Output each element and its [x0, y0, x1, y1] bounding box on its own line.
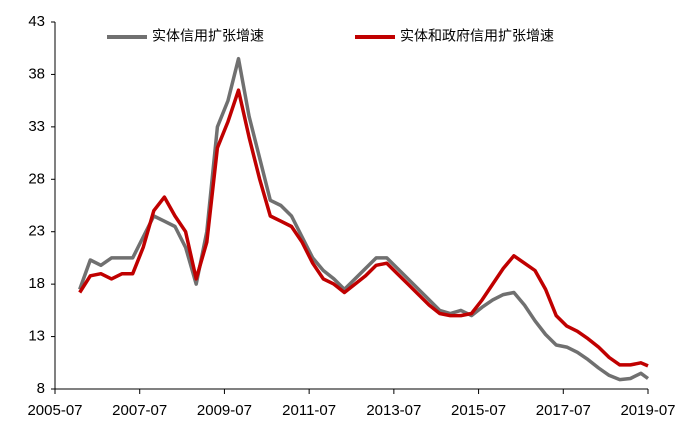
series-line: [78, 88, 649, 368]
y-tick-label: 28: [28, 170, 45, 187]
y-tick-label: 43: [28, 13, 45, 30]
x-tick-label: 2007-07: [112, 402, 167, 419]
legend-label: 实体和政府信用扩张增速: [400, 28, 554, 44]
y-tick-label: 23: [28, 223, 45, 240]
x-tick-label: 2005-07: [27, 402, 82, 419]
x-tick-label: 2017-07: [536, 402, 591, 419]
y-tick-label: 33: [28, 118, 45, 135]
legend-label: 实体信用扩张增速: [152, 28, 264, 44]
y-tick-label: 18: [28, 275, 45, 292]
series-line: [78, 56, 650, 382]
x-tick-label: 2011-07: [282, 402, 336, 419]
y-tick-label: 38: [28, 65, 45, 82]
y-tick-label: 8: [37, 380, 45, 397]
x-tick-label: 2013-07: [366, 402, 421, 419]
y-tick-label: 13: [28, 328, 45, 345]
x-tick-label: 2015-07: [451, 402, 506, 419]
x-tick-label: 2019-07: [620, 402, 675, 419]
x-tick-label: 2009-07: [197, 402, 252, 419]
